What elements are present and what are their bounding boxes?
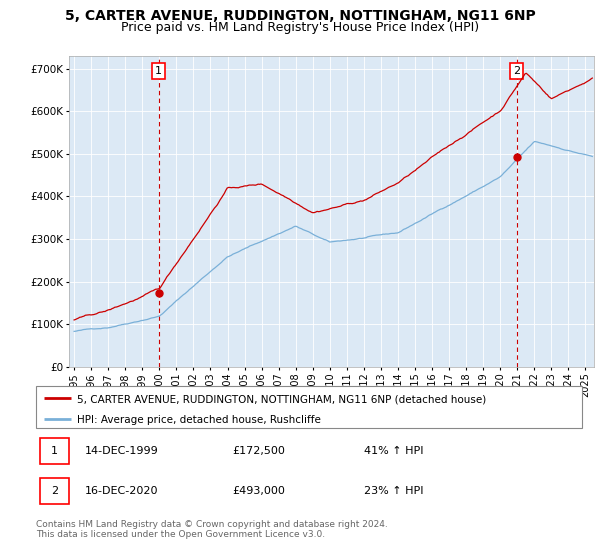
Text: Contains HM Land Registry data © Crown copyright and database right 2024.
This d: Contains HM Land Registry data © Crown c… [36, 520, 388, 539]
Text: £493,000: £493,000 [233, 486, 286, 496]
Text: 16-DEC-2020: 16-DEC-2020 [85, 486, 158, 496]
Text: 1: 1 [51, 446, 58, 456]
Bar [40, 478, 69, 504]
Text: 23% ↑ HPI: 23% ↑ HPI [364, 486, 423, 496]
Text: 41% ↑ HPI: 41% ↑ HPI [364, 446, 423, 456]
Text: £172,500: £172,500 [233, 446, 286, 456]
Text: 5, CARTER AVENUE, RUDDINGTON, NOTTINGHAM, NG11 6NP: 5, CARTER AVENUE, RUDDINGTON, NOTTINGHAM… [65, 9, 535, 23]
Text: 14-DEC-1999: 14-DEC-1999 [85, 446, 159, 456]
Text: Price paid vs. HM Land Registry's House Price Index (HPI): Price paid vs. HM Land Registry's House … [121, 21, 479, 34]
Text: 5, CARTER AVENUE, RUDDINGTON, NOTTINGHAM, NG11 6NP (detached house): 5, CARTER AVENUE, RUDDINGTON, NOTTINGHAM… [77, 394, 486, 404]
Bar [40, 438, 69, 464]
Text: 2: 2 [513, 66, 520, 76]
Text: 1: 1 [155, 66, 162, 76]
Text: 2: 2 [51, 486, 58, 496]
Text: HPI: Average price, detached house, Rushcliffe: HPI: Average price, detached house, Rush… [77, 415, 321, 425]
